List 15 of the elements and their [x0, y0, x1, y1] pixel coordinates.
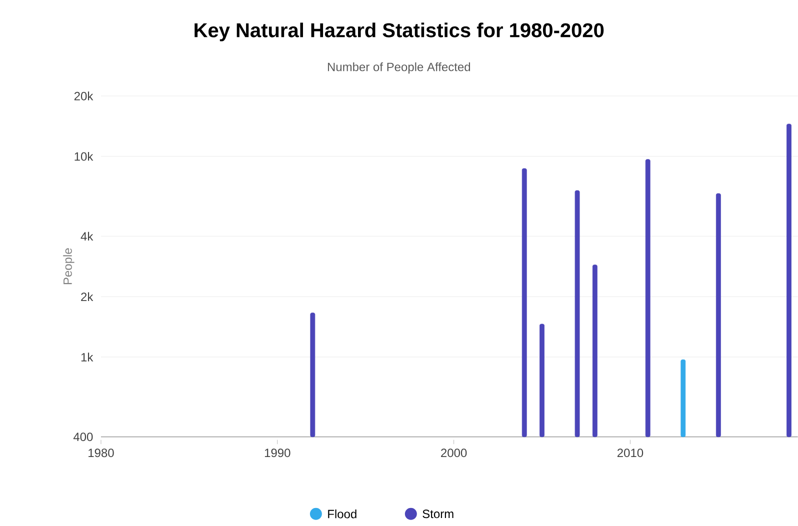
legend-label: Flood	[328, 510, 356, 518]
x-tick-label: 2010	[617, 448, 644, 458]
y-tick-label: 4k	[80, 232, 94, 241]
y-axis-title: People	[63, 248, 74, 284]
x-tick-label: 1990	[264, 448, 290, 458]
y-tick-label: 10k	[74, 152, 94, 161]
chart-subtitle: Number of People Affected	[328, 62, 470, 74]
x-tick-label: 2000	[441, 448, 467, 458]
y-tick-label: 2k	[81, 292, 94, 302]
chart-title: Key Natural Hazard Statistics for 1980-2020	[194, 22, 604, 42]
legend-label: Storm	[422, 510, 454, 518]
y-tick-label: 1k	[81, 352, 94, 362]
y-tick-label: 400	[73, 432, 93, 442]
y-tick-label: 20k	[74, 92, 94, 100]
x-tick-label: 1980	[88, 448, 114, 458]
